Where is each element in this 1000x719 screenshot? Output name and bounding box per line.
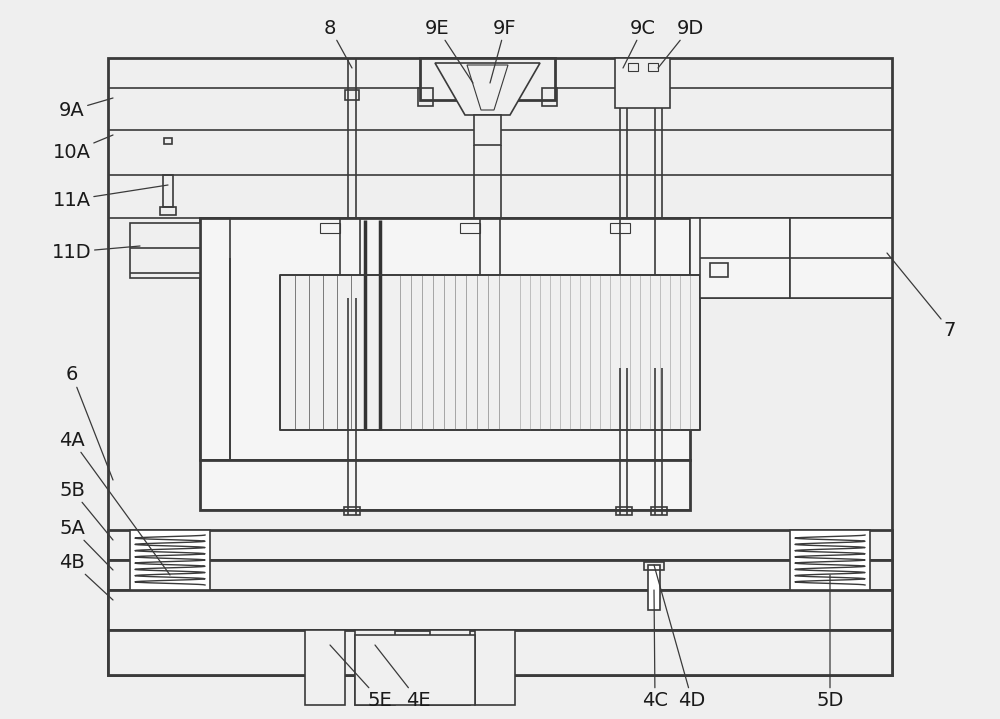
Text: 5D: 5D — [816, 575, 844, 710]
Text: 4B: 4B — [59, 552, 113, 600]
Bar — [108, 560, 892, 590]
Text: 9D: 9D — [658, 19, 704, 68]
Polygon shape — [435, 63, 540, 115]
Bar — [418, 88, 433, 106]
Bar — [108, 530, 892, 560]
Bar — [650, 507, 666, 515]
Text: 9E: 9E — [425, 19, 473, 83]
Bar — [460, 223, 480, 233]
Text: 11D: 11D — [52, 242, 140, 262]
Text: 9F: 9F — [490, 19, 517, 83]
Text: 8: 8 — [324, 19, 352, 68]
Bar — [163, 175, 173, 207]
Text: 9C: 9C — [623, 19, 656, 68]
Bar — [700, 218, 790, 298]
Bar — [648, 63, 658, 71]
Text: 4C: 4C — [642, 590, 668, 710]
Bar — [344, 507, 360, 515]
Bar — [420, 58, 555, 100]
Bar — [610, 223, 630, 233]
Text: 4D: 4D — [654, 565, 706, 710]
Polygon shape — [467, 65, 508, 110]
Bar — [648, 565, 660, 610]
Bar — [164, 138, 172, 144]
Bar — [305, 630, 345, 705]
Bar — [474, 115, 501, 145]
Bar — [475, 630, 515, 705]
Bar — [644, 562, 664, 570]
Text: 5E: 5E — [330, 645, 392, 710]
Bar — [320, 223, 340, 233]
Bar — [200, 460, 690, 510]
Bar — [690, 218, 890, 298]
Bar — [345, 90, 359, 100]
Bar — [615, 58, 670, 108]
Text: 7: 7 — [887, 253, 956, 339]
Bar — [430, 630, 470, 705]
Bar — [628, 63, 638, 71]
Bar — [710, 263, 728, 277]
Bar — [200, 218, 230, 460]
Bar — [355, 635, 475, 705]
Bar — [790, 530, 870, 590]
Bar — [160, 207, 176, 215]
Bar — [200, 218, 690, 460]
Text: 11A: 11A — [53, 185, 168, 209]
Bar — [130, 530, 210, 590]
Bar — [108, 630, 892, 675]
Text: 5A: 5A — [59, 518, 113, 570]
Text: 9A: 9A — [59, 98, 113, 119]
Bar — [130, 223, 200, 278]
Text: 5B: 5B — [59, 480, 113, 540]
Text: 4A: 4A — [59, 431, 170, 575]
Bar — [355, 630, 395, 705]
Text: 6: 6 — [66, 365, 113, 480]
Bar — [542, 88, 557, 106]
Text: 10A: 10A — [53, 135, 113, 162]
Bar — [108, 590, 892, 630]
Text: 4E: 4E — [375, 645, 430, 710]
Bar — [652, 90, 665, 100]
Bar — [280, 275, 700, 430]
Bar — [616, 507, 632, 515]
Bar — [108, 58, 892, 675]
Bar — [790, 218, 892, 298]
Bar — [617, 90, 630, 100]
